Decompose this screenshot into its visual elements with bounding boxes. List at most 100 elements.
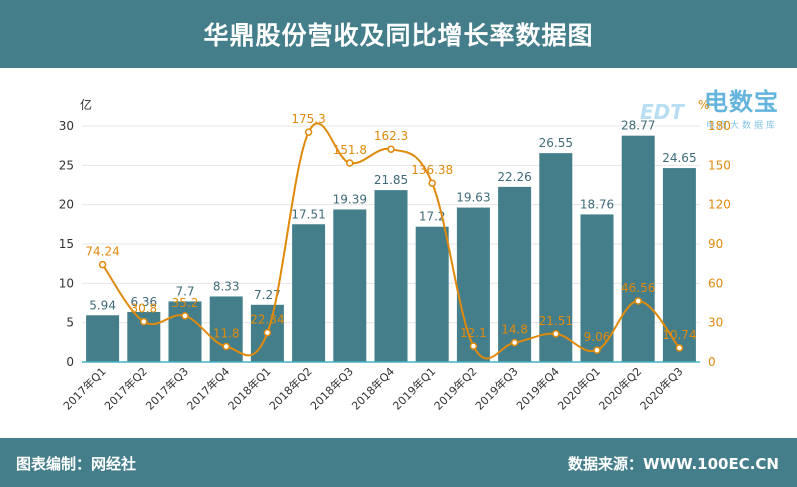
bar-value-label: 26.55 <box>539 136 573 150</box>
line-point <box>98 260 107 269</box>
y-tick-right: 150 <box>708 158 731 172</box>
logo-main-text: 电数宝 <box>704 88 779 116</box>
y-tick-right: 90 <box>708 237 723 251</box>
bar <box>292 224 326 362</box>
bar <box>498 186 532 362</box>
y-tick-left: 0 <box>66 355 74 369</box>
line-value-label: 175.3 <box>291 112 325 126</box>
x-tick-label: 2018年Q2 <box>266 364 315 413</box>
y-tick-left: 30 <box>59 119 74 133</box>
bar-value-label: 24.65 <box>662 151 696 165</box>
bar-value-label: 17.51 <box>291 207 325 221</box>
bar-value-label: 7.7 <box>175 284 194 298</box>
line-value-label: 11.8 <box>213 327 240 341</box>
line-point <box>387 145 395 153</box>
y-tick-left: 15 <box>59 237 74 251</box>
x-tick-label: 2019年Q4 <box>513 364 562 413</box>
bar <box>333 209 367 362</box>
line-value-label: 14.8 <box>501 323 528 337</box>
y-tick-left: 20 <box>59 198 74 212</box>
footer-bar: 图表编制：网经社 数据来源：WWW.100EC.CN <box>0 438 797 487</box>
line-point <box>346 159 354 167</box>
bar <box>86 315 120 362</box>
line-point <box>222 342 230 351</box>
x-tick-label: 2020年Q3 <box>637 364 686 413</box>
bar-value-label: 17.2 <box>419 210 446 224</box>
x-tick-label: 2020年Q1 <box>555 364 604 413</box>
y-tick-left: 10 <box>59 276 74 290</box>
logo-edt-text: EDT <box>640 100 684 124</box>
line-point <box>634 297 642 305</box>
line-value-label: 74.24 <box>85 245 119 259</box>
x-tick-label: 2017年Q4 <box>184 364 233 413</box>
line-point <box>593 346 601 354</box>
footer-source: 数据来源：WWW.100EC.CN <box>568 455 779 473</box>
y-tick-right: 60 <box>708 276 723 290</box>
bar-value-label: 8.33 <box>213 279 240 293</box>
bar-value-label: 5.94 <box>89 298 116 312</box>
x-tick-label: 2019年Q3 <box>472 364 521 413</box>
line-value-label: 35.2 <box>172 296 199 310</box>
bar-value-label: 18.76 <box>580 197 614 211</box>
x-tick-label: 2019年Q2 <box>431 364 480 413</box>
bar <box>168 301 202 362</box>
bar <box>374 190 408 362</box>
y-tick-right: 0 <box>708 355 716 369</box>
line-point <box>181 312 189 320</box>
bar-value-label: 19.63 <box>456 191 490 205</box>
bar-value-label: 7.27 <box>254 288 281 302</box>
line-point <box>140 317 148 326</box>
revenue-growth-chart: 5.94 6.36 7.7 8.33 7.27 17.51 19.39 21.85 17.2 19… <box>59 97 731 413</box>
y-tick-right: 30 <box>708 316 723 330</box>
y-axis-right-label: % <box>698 98 709 112</box>
y-axis-left-label: 亿 <box>80 97 92 112</box>
footer-credit: 图表编制：网经社 <box>16 455 137 473</box>
bar-series <box>86 135 696 362</box>
bar <box>415 226 449 362</box>
y-tick-left: 25 <box>59 158 74 172</box>
line-point <box>469 342 478 350</box>
bar <box>580 214 614 362</box>
line-point <box>263 328 272 337</box>
line-point <box>304 128 313 136</box>
bar-value-label: 21.85 <box>374 173 408 187</box>
line-value-label: 21.51 <box>539 314 573 328</box>
line-value-label: 151.8 <box>333 143 367 157</box>
line-point <box>510 338 519 347</box>
bar-value-label: 6.36 <box>130 295 157 309</box>
y-tick-right: 120 <box>708 198 731 212</box>
bar-value-label: 22.26 <box>497 170 531 184</box>
x-tick-label: 2018年Q1 <box>225 364 274 413</box>
bar-value-label: 19.39 <box>333 192 367 206</box>
x-tick-label: 2018年Q4 <box>349 364 398 413</box>
line-series <box>98 122 684 360</box>
bar-value-label: 28.77 <box>621 119 655 133</box>
line-value-label: 10.74 <box>662 328 696 342</box>
bar <box>456 207 490 362</box>
line-point <box>675 344 684 352</box>
line-value-label: 162.3 <box>374 129 408 143</box>
line-value-label: 30.8 <box>130 302 157 316</box>
x-tick-label: 2020年Q2 <box>596 364 645 413</box>
x-tick-label: 2017年Q1 <box>60 364 109 413</box>
y-tick-right: 180 <box>708 119 731 133</box>
x-tick-label: 2017年Q3 <box>143 364 192 413</box>
x-tick-label: 2017年Q2 <box>101 364 150 413</box>
line-point <box>428 179 436 187</box>
chart-title-bar: 华鼎股份营收及同比增长率数据图 <box>0 0 797 68</box>
line-value-label: 46.56 <box>621 281 655 295</box>
x-tick-label: 2018年Q3 <box>307 364 356 413</box>
bar <box>539 153 573 362</box>
bar-value-labels: 5.94 6.36 7.7 8.33 7.27 17.51 19.39 21.85 17.2 19… <box>89 119 696 313</box>
line-value-label: 22.34 <box>250 313 284 327</box>
line-point <box>552 330 560 338</box>
line-value-label: 136.38 <box>411 163 453 177</box>
bar <box>621 135 655 362</box>
line-value-label: 12.1 <box>460 326 487 340</box>
y-tick-left: 5 <box>66 316 74 330</box>
chart-title: 华鼎股份营收及同比增长率数据图 <box>203 21 594 50</box>
line-value-label: 9.06 <box>584 330 611 344</box>
line-value-labels: 74.24 30.8 35.2 11.8 22.34 175.3 151.8 162.3 136… <box>85 112 696 344</box>
x-tick-label: 2019年Q1 <box>390 364 439 413</box>
logo-sub-text: 电商大数据库 <box>706 121 779 131</box>
